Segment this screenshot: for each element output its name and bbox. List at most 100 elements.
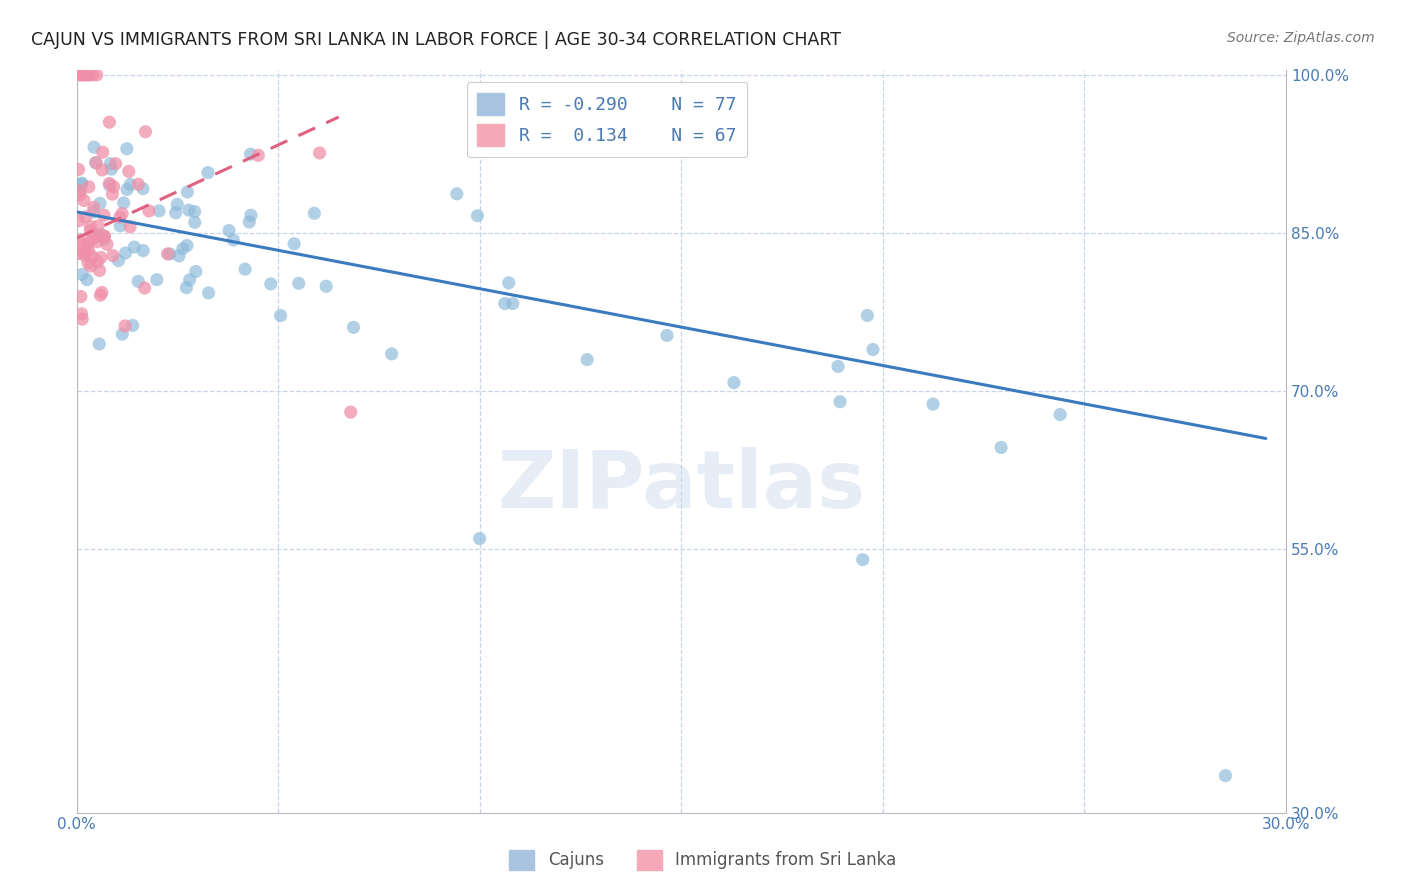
Point [159, 247, 181, 261]
Point [342, 320, 364, 334]
Point [134, 281, 156, 295]
Point [197, 165, 219, 179]
Point [93, 232, 115, 246]
Point [89, 288, 111, 302]
Point [197, 285, 219, 300]
Point [98, 177, 121, 191]
Point [183, 204, 205, 219]
Point [146, 273, 169, 287]
Point [77, 68, 100, 82]
Point [67, 233, 90, 247]
Point [852, 552, 875, 566]
Point [270, 309, 292, 323]
Point [100, 162, 122, 177]
Point [104, 156, 127, 170]
Point [80, 259, 103, 273]
Point [176, 280, 198, 294]
Point [86, 254, 108, 268]
Point [112, 195, 135, 210]
Point [315, 279, 337, 293]
Point [70, 307, 93, 321]
Point [723, 376, 745, 390]
Point [218, 223, 240, 237]
Point [184, 264, 207, 278]
Point [91, 145, 114, 160]
Point [148, 203, 170, 218]
Text: ZIPatlas: ZIPatlas [498, 447, 865, 524]
Point [76, 239, 98, 253]
Point [260, 277, 283, 291]
Point [222, 233, 245, 247]
Point [502, 296, 524, 310]
Point [233, 262, 256, 277]
Point [96, 237, 118, 252]
Point [67, 214, 90, 228]
Point [86, 235, 108, 249]
Point [69, 188, 91, 202]
Point [120, 219, 142, 234]
Point [77, 68, 100, 82]
Point [287, 277, 309, 291]
Point [922, 397, 945, 411]
Point [828, 394, 851, 409]
Point [239, 147, 262, 161]
Point [76, 273, 98, 287]
Point [77, 256, 100, 270]
Point [73, 194, 96, 208]
Point [120, 178, 142, 192]
Point [498, 276, 520, 290]
Point [73, 248, 96, 262]
Point [655, 328, 678, 343]
Point [862, 343, 884, 357]
Point [1215, 769, 1237, 783]
Point [167, 249, 190, 263]
Point [90, 251, 112, 265]
Point [77, 235, 100, 250]
Point [93, 208, 115, 222]
Point [77, 180, 100, 194]
Point [177, 203, 200, 218]
Point [89, 263, 111, 277]
Point [166, 197, 188, 211]
Point [110, 219, 132, 233]
Point [115, 182, 138, 196]
Point [79, 219, 101, 234]
Point [69, 68, 91, 82]
Point [72, 238, 94, 252]
Point [98, 156, 121, 170]
Point [494, 296, 516, 310]
Point [468, 532, 491, 546]
Point [127, 178, 149, 192]
Point [339, 405, 361, 419]
Point [86, 228, 108, 243]
Point [183, 215, 205, 229]
Point [121, 318, 143, 333]
Point [72, 268, 94, 282]
Point [111, 207, 134, 221]
Point [72, 312, 94, 326]
Point [90, 227, 112, 242]
Point [70, 176, 93, 190]
Point [179, 273, 201, 287]
Point [89, 337, 111, 351]
Point [446, 186, 468, 201]
Point [67, 246, 90, 260]
Point [82, 68, 104, 82]
Point [308, 146, 330, 161]
Point [304, 206, 326, 220]
Point [98, 178, 121, 193]
Point [101, 248, 124, 262]
Point [70, 177, 93, 191]
Point [86, 68, 108, 82]
Point [101, 187, 124, 202]
Point [79, 224, 101, 238]
Point [77, 244, 100, 258]
Point [114, 318, 136, 333]
Point [67, 162, 90, 177]
Point [87, 219, 110, 233]
Point [93, 229, 115, 244]
Point [69, 289, 91, 303]
Legend: Cajuns, Immigrants from Sri Lanka: Cajuns, Immigrants from Sri Lanka [503, 843, 903, 877]
Point [132, 244, 155, 258]
Point [118, 164, 141, 178]
